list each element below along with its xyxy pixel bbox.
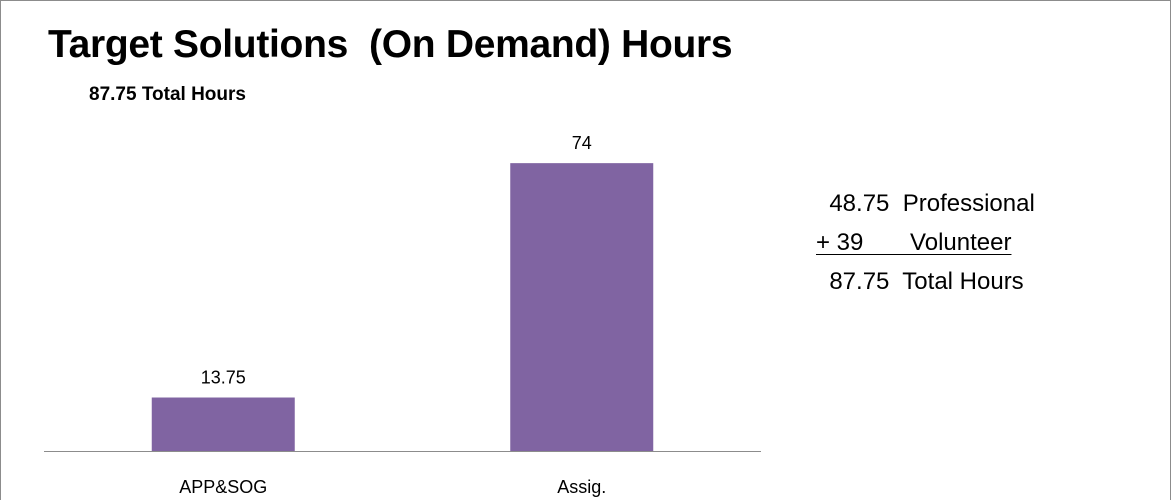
summary-professional: 48.75 Professional: [816, 190, 1035, 217]
summary-total: 87.75 Total Hours: [816, 268, 1024, 295]
data-label-0: 13.75: [201, 368, 246, 388]
bar-1: [510, 163, 654, 451]
bar-0: [151, 397, 295, 451]
hours-summary: 48.75 Professional + 39 Volunteer 87.75 …: [816, 184, 1035, 301]
x-tick-label-0: APP&SOG: [179, 477, 267, 497]
chart-subtitle: 87.75 Total Hours: [89, 84, 246, 105]
x-tick-label-1: Assig.: [557, 477, 606, 497]
data-label-1: 74: [572, 133, 592, 153]
summary-volunteer: + 39 Volunteer: [816, 229, 1012, 256]
chart-title: Target Solutions (On Demand) Hours: [48, 23, 733, 66]
